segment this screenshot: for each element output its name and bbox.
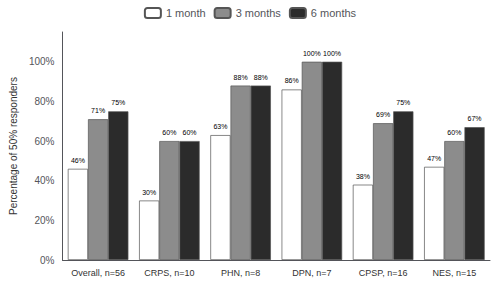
svg-text:3 months: 3 months <box>236 7 282 19</box>
svg-text:1 month: 1 month <box>166 7 206 19</box>
svg-text:60%: 60% <box>183 129 197 136</box>
svg-text:DPN, n=7: DPN, n=7 <box>292 268 331 278</box>
svg-text:60%: 60% <box>162 129 176 136</box>
svg-text:88%: 88% <box>234 74 248 81</box>
svg-text:NES, n=15: NES, n=15 <box>432 268 476 278</box>
svg-text:80%: 80% <box>34 96 54 107</box>
svg-text:46%: 46% <box>71 157 85 164</box>
svg-text:40%: 40% <box>34 175 54 186</box>
svg-text:100%: 100% <box>323 50 341 57</box>
svg-text:38%: 38% <box>356 173 370 180</box>
svg-text:20%: 20% <box>34 215 54 226</box>
svg-text:71%: 71% <box>91 107 105 114</box>
svg-text:CRPS, n=10: CRPS, n=10 <box>144 268 194 278</box>
svg-text:Overall, n=56: Overall, n=56 <box>71 268 125 278</box>
svg-text:CPSP, n=16: CPSP, n=16 <box>359 268 408 278</box>
svg-text:75%: 75% <box>396 99 410 106</box>
svg-text:100%: 100% <box>29 56 55 67</box>
svg-text:PHN, n=8: PHN, n=8 <box>221 268 260 278</box>
svg-text:0%: 0% <box>40 255 55 266</box>
svg-text:63%: 63% <box>213 123 227 130</box>
svg-text:60%: 60% <box>34 136 54 147</box>
svg-text:100%: 100% <box>303 50 321 57</box>
svg-text:30%: 30% <box>142 189 156 196</box>
svg-text:75%: 75% <box>111 99 125 106</box>
svg-text:Percentage of 50% responders: Percentage of 50% responders <box>8 77 19 215</box>
svg-text:60%: 60% <box>447 129 461 136</box>
svg-text:67%: 67% <box>468 115 482 122</box>
svg-text:69%: 69% <box>376 111 390 118</box>
svg-text:86%: 86% <box>285 77 299 84</box>
svg-text:88%: 88% <box>254 74 268 81</box>
svg-text:47%: 47% <box>427 155 441 162</box>
svg-text:6 months: 6 months <box>311 7 357 19</box>
